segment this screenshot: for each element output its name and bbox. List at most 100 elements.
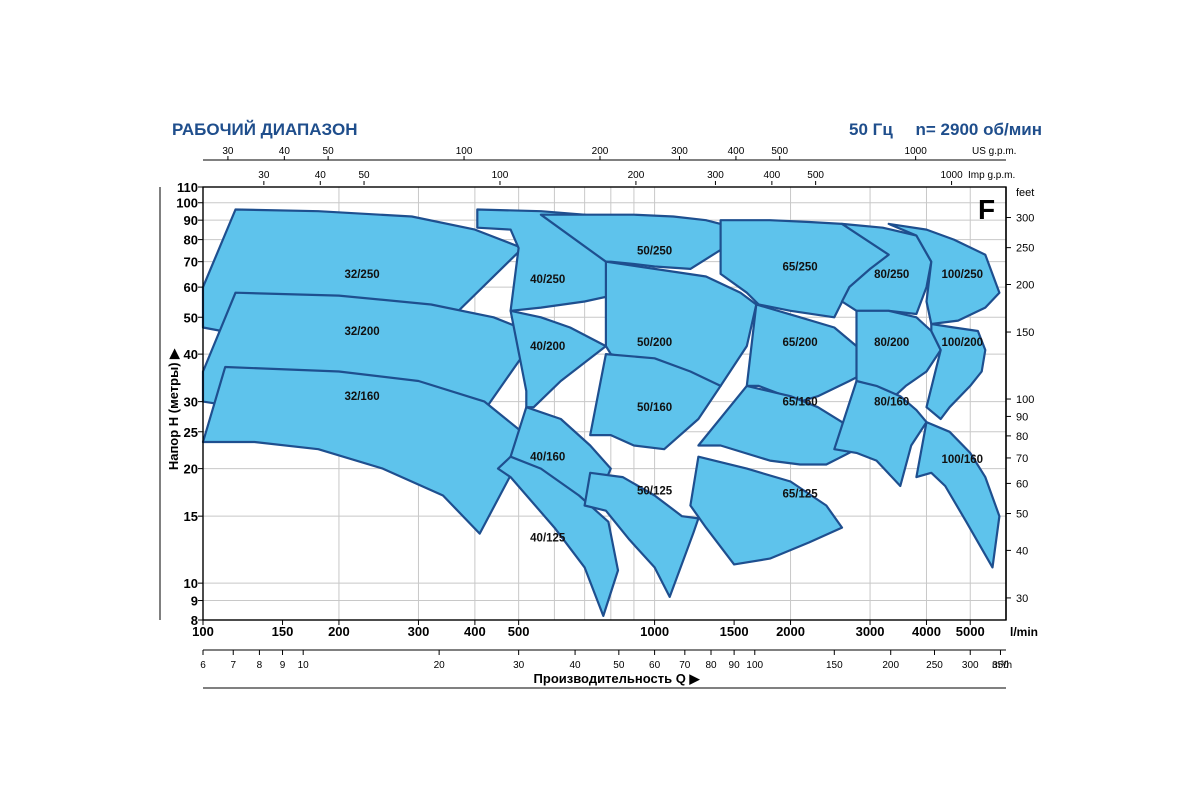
series-label-40-160: 40/160 [530, 452, 565, 464]
x-m3h-tick-label: 8 [257, 660, 263, 671]
y-axis-title: Напор H (метры) ▶ [166, 348, 181, 470]
x-imp-unit: Imp g.p.m. [968, 170, 1015, 181]
pump-areas [201, 208, 1001, 617]
series-label-32-200: 32/200 [344, 326, 379, 338]
x-imp-tick-label: 100 [492, 170, 509, 181]
x-m3h-tick-label: 30 [513, 660, 525, 671]
series-label-40-200: 40/200 [530, 341, 565, 353]
series-label-50-250: 50/250 [637, 245, 672, 257]
x-tick-label: 3000 [856, 624, 885, 639]
x-tick-label: 400 [464, 624, 486, 639]
x-us-tick-label: 40 [279, 146, 291, 157]
y-tick-label: 60 [184, 280, 198, 295]
chart-title: РАБОЧИЙ ДИАПАЗОН [172, 120, 358, 139]
x-tick-label: 2000 [776, 624, 805, 639]
series-label-100-200: 100/200 [941, 337, 983, 349]
x-m3h-tick-label: 20 [434, 660, 446, 671]
series-label-32-160: 32/160 [344, 391, 379, 403]
x-us-tick-label: 50 [323, 146, 335, 157]
series-label-80-160: 80/160 [874, 397, 909, 409]
x-m3h-tick-label: 6 [200, 660, 206, 671]
y-tick-label: 110 [177, 180, 198, 195]
x-us-tick-label: 30 [222, 146, 234, 157]
x-us-tick-label: 400 [728, 146, 745, 157]
series-labels: 32/250 32/200 32/160 40/250 40/200 40/160 40/1… [344, 194, 995, 544]
x-tick-label: 1500 [720, 624, 749, 639]
y-tick-label: 9 [191, 594, 198, 609]
series-label-50-125: 50/125 [637, 486, 673, 498]
y-right-tick-label: 40 [1016, 545, 1028, 557]
x-m3h-tick-label: 80 [705, 660, 717, 671]
y-right-tick-label: 30 [1016, 593, 1028, 605]
x-tick-label: 150 [272, 624, 294, 639]
series-label-80-250: 80/250 [874, 269, 909, 281]
x-imp-tick-label: 500 [807, 170, 824, 181]
x-tick-label: 200 [328, 624, 350, 639]
x-m3h-tick-label: 90 [729, 660, 741, 671]
x-m3h-tick-label: 7 [230, 660, 236, 671]
x-us-tick-label: 300 [671, 146, 688, 157]
x-us-tick-label: 200 [592, 146, 609, 157]
y-tick-label: 100 [176, 196, 198, 211]
series-label-50-160: 50/160 [637, 402, 672, 414]
x-m3h-tick-label: 60 [649, 660, 661, 671]
x-m3h-tick-label: 300 [962, 660, 979, 671]
x-tick-label: 100 [192, 624, 214, 639]
pump-area-100-250 [887, 222, 1001, 326]
y-right-tick-label: 200 [1016, 280, 1034, 292]
y-tick-label: 15 [184, 509, 198, 524]
series-label-65-160: 65/160 [783, 397, 818, 409]
x-m3h-tick-label: 250 [926, 660, 943, 671]
series-label-65-125: 65/125 [783, 489, 819, 501]
pump-area-40-125 [496, 455, 620, 617]
x-tick-label: 4000 [912, 624, 941, 639]
x-imp-tick-label: 50 [358, 170, 370, 181]
y-tick-label: 80 [184, 233, 198, 248]
x-m3h-tick-label: 10 [298, 660, 310, 671]
y-tick-label: 40 [184, 347, 198, 362]
series-label-100-250: 100/250 [941, 269, 983, 281]
pump-area-32-160 [201, 365, 532, 535]
x-imp-tick-label: 300 [707, 170, 724, 181]
x-us-unit: US g.p.m. [972, 146, 1016, 157]
pump-area-100-200 [925, 322, 987, 421]
pump-area-65-160 [697, 384, 858, 466]
x-axis-title: Производительность Q ▶ [534, 671, 701, 686]
x-main-unit: l/min [1010, 625, 1038, 639]
series-label-65-200: 65/200 [783, 337, 818, 349]
x-tick-label: 1000 [640, 624, 669, 639]
pump-area-65-125 [689, 455, 844, 566]
x-imp-tick-label: 30 [258, 170, 270, 181]
x-us-tick-label: 100 [456, 146, 473, 157]
x-m3h-tick-label: 70 [679, 660, 691, 671]
series-label-32-250: 32/250 [344, 269, 379, 281]
x-imp-tick-label: 40 [315, 170, 327, 181]
chart-subtitle: 50 Гц n= 2900 об/мин [831, 120, 1042, 140]
frequency-label: 50 Гц [849, 120, 893, 139]
series-label-80-200: 80/200 [874, 337, 909, 349]
pump-area-50-200 [604, 260, 758, 387]
pump-area-80-160 [833, 379, 928, 488]
y-right-tick-label: 100 [1016, 394, 1034, 406]
x-imp-tick-label: 1000 [940, 170, 963, 181]
x-m3h-tick-label: 9 [280, 660, 286, 671]
x-us-tick-label: 500 [771, 146, 788, 157]
series-label-50-200: 50/200 [637, 337, 672, 349]
pump-area-65-200 [745, 303, 878, 403]
x-tick-label: 300 [408, 624, 430, 639]
y-right-tick-label: 150 [1016, 327, 1034, 339]
y-tick-label: 90 [184, 213, 198, 228]
x-us-tick-label: 1000 [905, 146, 928, 157]
y-tick-label: 10 [184, 576, 198, 591]
x-m3h-tick-label: 40 [570, 660, 582, 671]
y-right-unit: feet [1016, 187, 1034, 199]
series-label-40-250: 40/250 [530, 274, 565, 286]
pump-area-40-200 [509, 309, 607, 409]
x-m3h-unit: m³/h [992, 660, 1012, 671]
x-tick-label: 500 [508, 624, 530, 639]
x-m3h-tick-label: 350 [992, 660, 1009, 671]
corner-label: F [978, 194, 995, 225]
y-right-tick-label: 90 [1016, 411, 1028, 423]
x-imp-tick-label: 200 [628, 170, 645, 181]
